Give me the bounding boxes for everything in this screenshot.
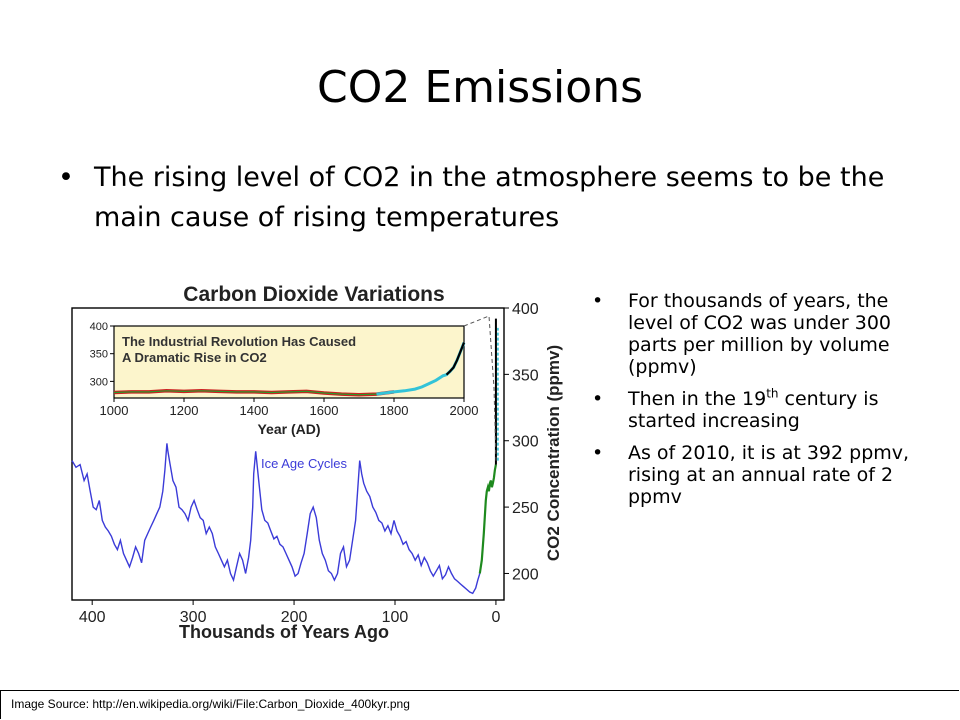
industrial-inset: The Industrial Revolution Has Caused A Dr… — [90, 315, 497, 461]
recent-co2-line — [478, 464, 497, 574]
side-bullet-2: • Then in the 19th century is started in… — [592, 388, 912, 432]
y-tick-label: 250 — [512, 500, 539, 517]
ice-core-co2-line — [71, 443, 481, 595]
bullet-dot: • — [592, 290, 604, 312]
y-tick-label: 200 — [512, 566, 539, 583]
slide-title: CO2 Emissions — [316, 62, 644, 113]
x-tick-label: 300 — [180, 609, 207, 626]
inset-modern-black-line — [445, 342, 466, 376]
main-series — [71, 318, 499, 595]
source-bar: Image Source: http://en.wikipedia.org/wi… — [0, 690, 959, 719]
x-tick-label: 400 — [79, 609, 106, 626]
co2-chart-svg: Carbon Dioxide Variations Thousands of Y… — [71, 283, 563, 642]
side-bullet-2-after: century is started increasing — [628, 388, 879, 432]
main-bullet: • The rising level of CO2 in the atmosph… — [58, 158, 918, 238]
side-bullet-1: • For thousands of years, the level of C… — [592, 290, 912, 378]
y-axis-label: CO2 Concentration (ppmv) — [544, 345, 563, 561]
y-tick-label: 300 — [512, 434, 539, 451]
side-bullet-3: • As of 2010, it is at 392 ppmv, rising … — [592, 442, 912, 508]
y-tick-label: 400 — [512, 301, 539, 318]
inset-x-axis-label: Year (AD) — [257, 421, 320, 437]
inset-title-line-2: A Dramatic Rise in CO2 — [122, 350, 267, 365]
inset-title-line-1: The Industrial Revolution Has Caused — [122, 334, 356, 349]
main-bullet-text: The rising level of CO2 in the atmospher… — [94, 162, 885, 233]
inset-plot-frame — [113, 325, 465, 399]
inset-x-tick-label: 1600 — [310, 403, 339, 418]
inset-x-tick-label: 2000 — [450, 403, 479, 418]
side-bullet-2-before: Then in the 19 — [628, 388, 767, 410]
inset-y-tick-label: 400 — [90, 321, 108, 333]
co2-chart-figure: Carbon Dioxide Variations Thousands of Y… — [64, 268, 584, 648]
x-axis-label: Thousands of Years Ago — [179, 622, 389, 642]
inset-x-tick-label: 1000 — [100, 403, 129, 418]
bullet-dot: • — [58, 162, 74, 193]
image-source-text: Image Source: http://en.wikipedia.org/wi… — [11, 697, 410, 711]
side-bullet-3-text: As of 2010, it is at 392 ppmv, rising at… — [628, 442, 910, 508]
chart-title: Carbon Dioxide Variations — [183, 283, 444, 306]
inset-preindustrial-green-line — [113, 390, 395, 396]
side-bullet-1-text: For thousands of years, the level of CO2… — [628, 290, 891, 378]
y-tick-label: 350 — [512, 367, 539, 384]
ice-age-cycles-annotation: Ice Age Cycles — [261, 456, 347, 471]
inset-y-tick-label: 300 — [90, 376, 108, 388]
inset-x-tick-label: 1400 — [240, 403, 269, 418]
inset-x-tick-label: 1200 — [170, 403, 199, 418]
bullet-dot: • — [592, 442, 604, 464]
side-bullet-2-sup: th — [766, 386, 779, 401]
x-tick-label: 100 — [382, 609, 409, 626]
x-tick-label: 200 — [281, 609, 308, 626]
inset-y-tick-label: 350 — [90, 349, 108, 361]
side-bullet-list: • For thousands of years, the level of C… — [592, 290, 912, 518]
inset-title: The Industrial Revolution Has Caused A Dr… — [122, 334, 356, 365]
x-tick-label: 0 — [491, 609, 500, 626]
bullet-dot: • — [592, 388, 604, 410]
inset-x-tick-label: 1800 — [380, 403, 409, 418]
inset-connector-dashed — [463, 315, 497, 461]
